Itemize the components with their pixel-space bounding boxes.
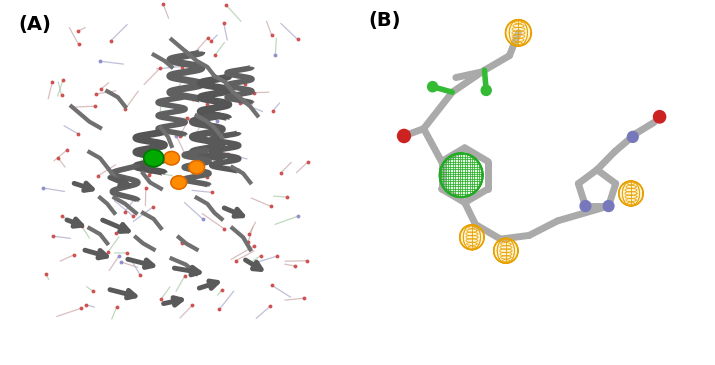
Polygon shape [494, 238, 518, 263]
Circle shape [654, 111, 666, 123]
Circle shape [428, 81, 438, 92]
Circle shape [164, 151, 179, 165]
Circle shape [398, 129, 410, 142]
Polygon shape [440, 153, 483, 197]
Circle shape [603, 200, 614, 211]
Circle shape [189, 161, 204, 174]
Circle shape [481, 85, 491, 95]
Text: (B): (B) [368, 11, 400, 30]
Circle shape [144, 150, 164, 167]
Circle shape [580, 200, 591, 211]
Polygon shape [506, 20, 531, 46]
Text: (A): (A) [18, 15, 51, 34]
Circle shape [628, 131, 638, 142]
Circle shape [171, 176, 187, 189]
Polygon shape [460, 225, 484, 250]
Polygon shape [619, 181, 643, 206]
